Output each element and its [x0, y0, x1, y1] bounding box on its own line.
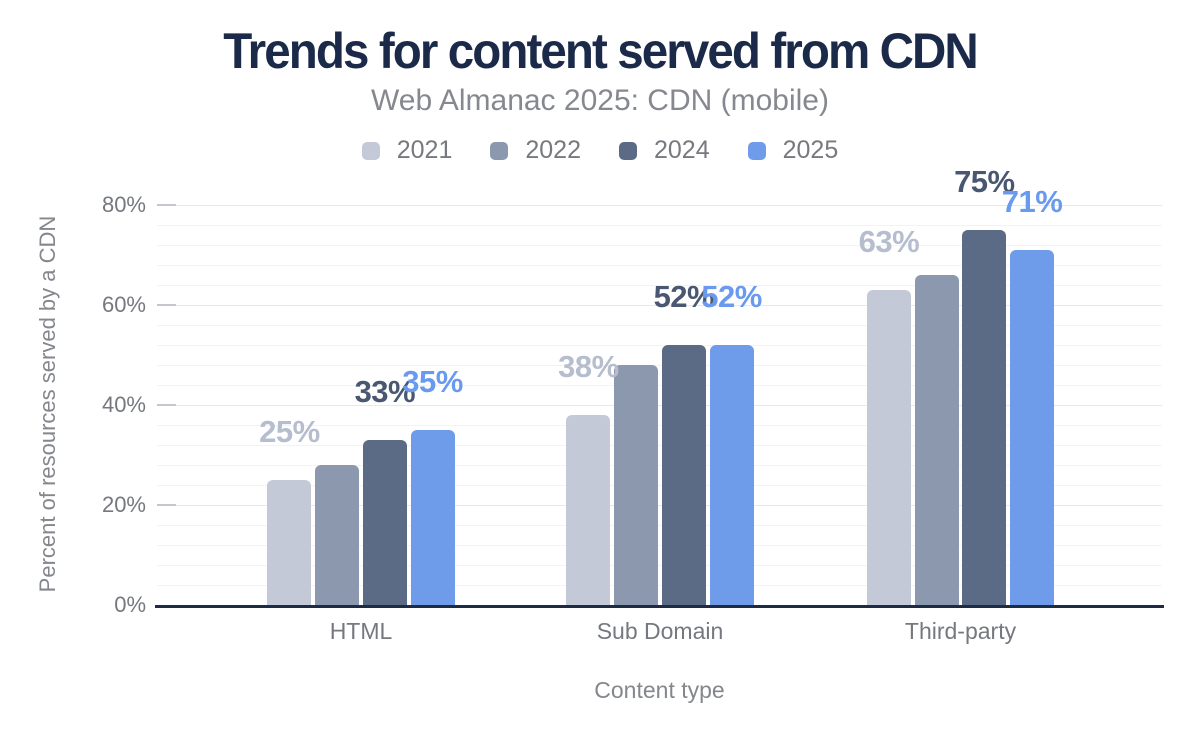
- bar-2022-sub-domain[interactable]: [614, 365, 659, 605]
- grid-line-minor: [157, 485, 1162, 486]
- bar-value-label: 63%: [858, 224, 920, 259]
- bar-2025-html[interactable]: [410, 430, 455, 605]
- bar-2022-third-party[interactable]: [914, 275, 959, 605]
- grid-line-minor: [157, 365, 1162, 366]
- grid-line-major: [157, 505, 1162, 506]
- bar-2024-third-party[interactable]: [962, 230, 1007, 605]
- x-axis-title: Content type: [594, 677, 725, 703]
- y-tick-label: 40%: [101, 392, 146, 417]
- y-tick-label: 60%: [101, 292, 146, 317]
- grid-line-minor: [157, 565, 1162, 566]
- bar-value-label: 25%: [259, 414, 320, 449]
- bar-2021-third-party[interactable]: [866, 290, 911, 605]
- legend-label: 2022: [525, 136, 581, 164]
- grid-line-minor: [157, 265, 1162, 266]
- bar-2021-sub-domain[interactable]: [566, 415, 611, 605]
- legend-item-2021[interactable]: 2021: [361, 136, 453, 164]
- grid-line-minor: [157, 245, 1162, 246]
- bar-2021-html[interactable]: [267, 480, 312, 605]
- legend-label: 2021: [396, 136, 453, 164]
- x-axis-line: [155, 605, 1164, 608]
- grid-line-minor: [157, 425, 1162, 426]
- bar-2025-third-party[interactable]: [1010, 250, 1055, 605]
- grid-line-minor: [157, 345, 1162, 346]
- bar-value-label: 75%: [954, 164, 1015, 199]
- legend-item-2024[interactable]: 2024: [619, 138, 710, 163]
- grid-line-minor: [157, 285, 1162, 286]
- y-tick-label: 80%: [101, 192, 146, 217]
- y-axis-tick-labels: 0% 20% 40% 60% 80%: [0, 192, 146, 617]
- y-axis-tick-mark: [157, 404, 176, 406]
- x-tick-label: Sub Domain: [596, 618, 724, 644]
- grid-line-minor: [157, 465, 1162, 466]
- legend-label: 2024: [654, 136, 710, 164]
- bar-value-label: 33%: [354, 374, 416, 409]
- legend-swatch-icon: [619, 141, 637, 160]
- grid-line-major: [157, 305, 1162, 306]
- bar-2024-sub-domain[interactable]: [661, 345, 706, 605]
- bar-value-label: 52%: [653, 279, 715, 314]
- bar-2025-sub-domain[interactable]: [709, 345, 754, 605]
- grid-line-major: [157, 205, 1162, 206]
- x-tick-label: HTML: [329, 618, 393, 644]
- y-axis-tick-mark: [157, 504, 176, 506]
- grid-line-minor: [157, 225, 1162, 226]
- bar-2022-html[interactable]: [315, 465, 360, 605]
- bar-value-label: 71%: [1001, 184, 1063, 219]
- legend-swatch-icon: [747, 141, 766, 160]
- grid-line-minor: [157, 585, 1162, 586]
- chart-title: Trends for content served from CDN: [223, 23, 979, 79]
- legend-label: 2025: [782, 136, 839, 164]
- y-tick-label: 0%: [114, 592, 146, 617]
- grid-line-minor: [157, 325, 1162, 326]
- grid-line-minor: [157, 545, 1162, 546]
- legend-item-2025[interactable]: 2025: [747, 136, 839, 164]
- bar-2024-html[interactable]: [362, 440, 407, 605]
- y-axis-title: Percent of resources served by a CDN: [35, 215, 60, 593]
- legend: 2021 2022 2024 2025: [0, 138, 1200, 163]
- grid-line-minor: [157, 525, 1162, 526]
- bar-value-label: 35%: [402, 364, 463, 399]
- legend-swatch-icon: [361, 141, 380, 160]
- bar-value-label: 52%: [701, 279, 762, 314]
- legend-swatch-icon: [490, 141, 509, 160]
- grid-line-minor: [157, 385, 1162, 386]
- y-axis-tick-mark: [157, 304, 176, 306]
- grid-line-major: [157, 405, 1162, 406]
- y-axis-tick-mark: [157, 204, 176, 206]
- legend-item-2022[interactable]: 2022: [490, 138, 581, 163]
- chart-subtitle: Web Almanac 2025: CDN (mobile): [371, 84, 829, 117]
- y-tick-label: 20%: [101, 492, 146, 517]
- x-tick-label: Third-party: [904, 618, 1017, 644]
- bar-value-label: 38%: [558, 349, 619, 384]
- plot-area: 25% 38% 63% 33% 52% 75% 35% 52% 71%: [157, 166, 1162, 605]
- grid-line-minor: [157, 445, 1162, 446]
